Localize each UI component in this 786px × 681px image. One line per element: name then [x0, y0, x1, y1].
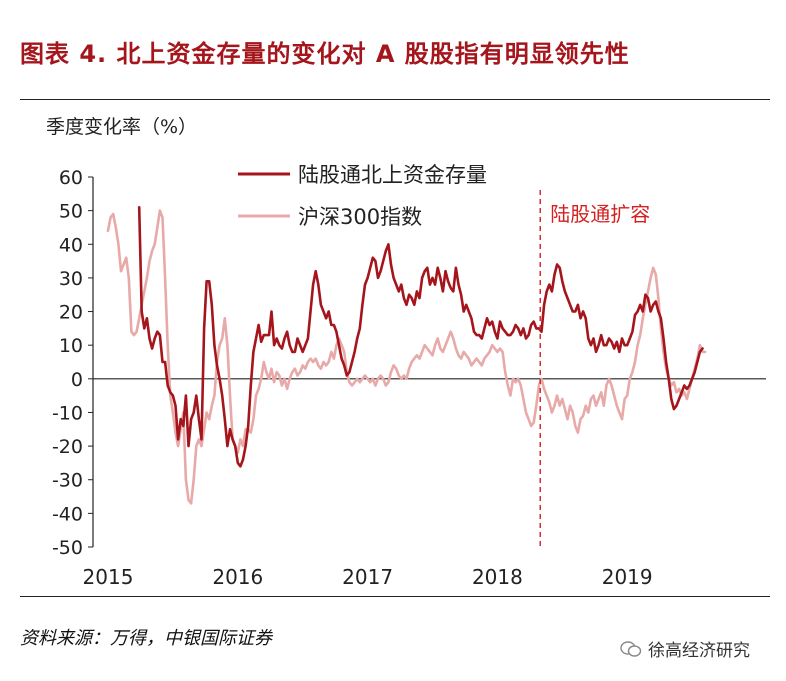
watermark: 徐高经济研究	[620, 636, 750, 661]
x-tick-label: 2015	[83, 565, 134, 589]
line-chart: 季度变化率（%） 60 50 40 30 20 10 0 -10 -20 -30 -40 -50 20…	[46, 116, 766, 589]
footer-divider	[20, 596, 770, 597]
y-tick-label: 60	[59, 167, 83, 189]
y-axis-label: 季度变化率（%）	[46, 116, 197, 138]
legend-label-1: 陆股通北上资金存量	[298, 163, 487, 187]
y-tick-label: -30	[52, 470, 83, 492]
y-tick-label: 10	[59, 335, 83, 357]
annotation-label: 陆股通扩容	[550, 202, 650, 226]
y-tick-label: -20	[52, 436, 83, 458]
y-tick-label: 0	[71, 369, 83, 391]
title-divider	[20, 99, 770, 100]
y-tick-label: 20	[59, 302, 83, 324]
x-tick-label: 2016	[212, 565, 263, 589]
y-tick-label: -50	[52, 537, 83, 559]
page-title: 图表 4. 北上资金存量的变化对 A 股股指有明显领先性	[20, 40, 630, 68]
wechat-icon	[620, 640, 642, 657]
y-tick-label: 30	[59, 268, 83, 290]
y-tick-label: 40	[59, 234, 83, 256]
y-axis: 60 50 40 30 20 10 0 -10 -20 -30 -40 -50	[52, 167, 94, 559]
annotation: 陆股通扩容	[539, 190, 650, 547]
x-axis: 2015 2016 2017 2018 2019	[83, 378, 766, 589]
series-lines	[106, 206, 707, 505]
watermark-text: 徐高经济研究	[648, 641, 750, 661]
series-line-1	[137, 206, 704, 468]
y-tick-label: 50	[59, 201, 83, 223]
y-tick-label: -40	[52, 503, 83, 525]
y-tick-label: -10	[52, 402, 83, 424]
x-tick-label: 2019	[602, 565, 653, 589]
source-note: 资料来源：万得，中银国际证券	[20, 628, 272, 649]
series-line-2	[106, 209, 707, 505]
x-tick-label: 2017	[342, 565, 393, 589]
x-tick-label: 2018	[472, 565, 523, 589]
legend-label-2: 沪深300指数	[298, 205, 422, 229]
